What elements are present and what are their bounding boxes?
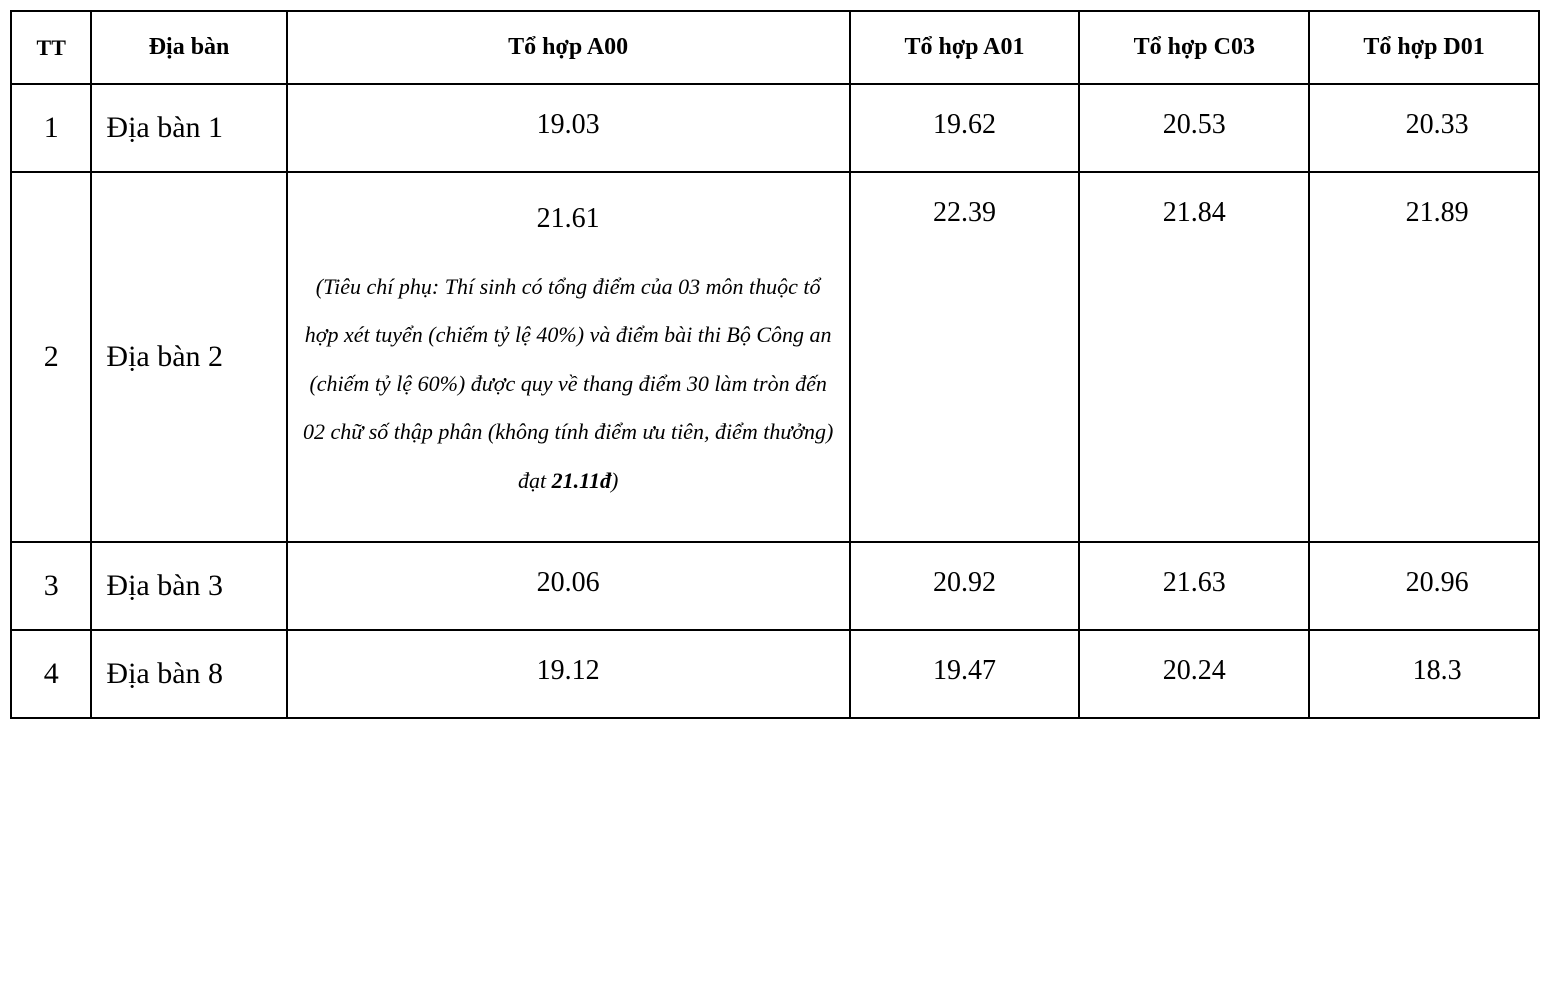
col-header-a01: Tổ hợp A01	[850, 11, 1080, 84]
cell-tt: 3	[11, 542, 91, 630]
a00-note-bold: 21.11đ	[552, 468, 611, 493]
table-header-row: TT Địa bàn Tổ hợp A00 Tổ hợp A01 Tổ hợp …	[11, 11, 1539, 84]
table-row: 1 Địa bàn 1 19.03 19.62 20.53 20.33	[11, 84, 1539, 172]
cell-c03: 21.84	[1079, 172, 1309, 542]
cell-d01: 20.33	[1309, 84, 1539, 172]
table-row: 4 Địa bàn 8 19.12 19.47 20.24 18.3	[11, 630, 1539, 718]
cell-a00: 19.03	[287, 84, 850, 172]
a00-score-value: 21.61	[537, 203, 600, 235]
cell-d01: 21.89	[1309, 172, 1539, 542]
table-row: 3 Địa bàn 3 20.06 20.92 21.63 20.96	[11, 542, 1539, 630]
cell-a00: 19.12	[287, 630, 850, 718]
cell-diaban: Địa bàn 8	[91, 630, 286, 718]
cell-tt: 4	[11, 630, 91, 718]
cell-d01: 18.3	[1309, 630, 1539, 718]
cell-d01: 20.96	[1309, 542, 1539, 630]
cell-diaban: Địa bàn 1	[91, 84, 286, 172]
col-header-tt: TT	[11, 11, 91, 84]
a00-content-wrap: 21.61 (Tiêu chí phụ: Thí sinh có tổng đi…	[298, 197, 839, 511]
cell-a01: 19.47	[850, 630, 1080, 718]
cell-diaban: Địa bàn 3	[91, 542, 286, 630]
a00-note: (Tiêu chí phụ: Thí sinh có tổng điểm của…	[298, 263, 839, 511]
cell-tt: 2	[11, 172, 91, 542]
cell-c03: 20.53	[1079, 84, 1309, 172]
cell-a01: 22.39	[850, 172, 1080, 542]
a00-note-prefix: (Tiêu chí phụ: Thí sinh có tổng điểm của…	[303, 274, 833, 493]
cell-c03: 21.63	[1079, 542, 1309, 630]
col-header-c03: Tổ hợp C03	[1079, 11, 1309, 84]
a00-note-suffix: )	[611, 468, 618, 493]
col-header-a00: Tổ hợp A00	[287, 11, 850, 84]
cell-c03: 20.24	[1079, 630, 1309, 718]
cell-tt: 1	[11, 84, 91, 172]
score-table: TT Địa bàn Tổ hợp A00 Tổ hợp A01 Tổ hợp …	[10, 10, 1540, 719]
col-header-diaban: Địa bàn	[91, 11, 286, 84]
col-header-d01: Tổ hợp D01	[1309, 11, 1539, 84]
cell-a01: 20.92	[850, 542, 1080, 630]
cell-a00: 21.61 (Tiêu chí phụ: Thí sinh có tổng đi…	[287, 172, 850, 542]
cell-diaban: Địa bàn 2	[91, 172, 286, 542]
cell-a00: 20.06	[287, 542, 850, 630]
cell-a01: 19.62	[850, 84, 1080, 172]
table-row: 2 Địa bàn 2 21.61 (Tiêu chí phụ: Thí sin…	[11, 172, 1539, 542]
